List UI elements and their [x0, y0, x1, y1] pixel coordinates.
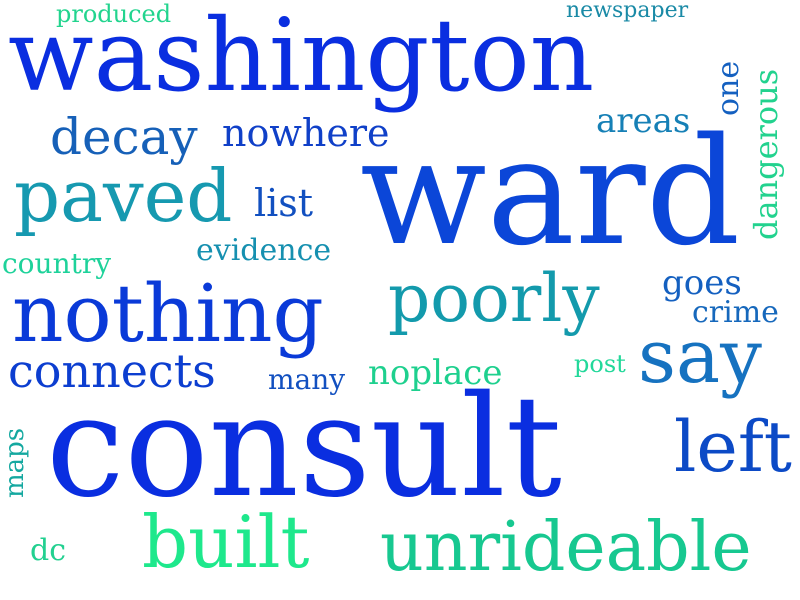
word-paved: paved — [14, 154, 233, 238]
word-many: many — [268, 363, 346, 396]
word-one: one — [711, 60, 746, 116]
word-evidence: evidence — [196, 233, 332, 268]
word-ward: ward — [360, 106, 741, 278]
word-unrideable: unrideable — [380, 508, 752, 587]
word-noplace: noplace — [368, 353, 503, 393]
word-country: country — [2, 247, 112, 280]
word-dangerous: dangerous — [747, 68, 785, 240]
word-washington: washington — [8, 0, 595, 114]
word-connects: connects — [8, 344, 216, 398]
word-built: built — [142, 500, 310, 584]
word-left: left — [674, 406, 792, 488]
word-list: list — [254, 181, 314, 225]
word-nowhere: nowhere — [222, 111, 390, 155]
word-post: post — [574, 350, 626, 378]
word-produced: produced — [56, 0, 172, 28]
word-goes: goes — [662, 263, 742, 303]
word-consult: consult — [46, 366, 562, 529]
word-dc: dc — [30, 533, 67, 568]
word-areas: areas — [596, 101, 691, 141]
word-newspaper: newspaper — [566, 0, 689, 23]
word-decay: decay — [50, 108, 198, 166]
word-poorly: poorly — [388, 260, 600, 337]
word-maps: maps — [0, 427, 30, 498]
word-say: say — [638, 314, 762, 400]
word-nothing: nothing — [12, 267, 324, 360]
word-crime: crime — [692, 295, 779, 330]
